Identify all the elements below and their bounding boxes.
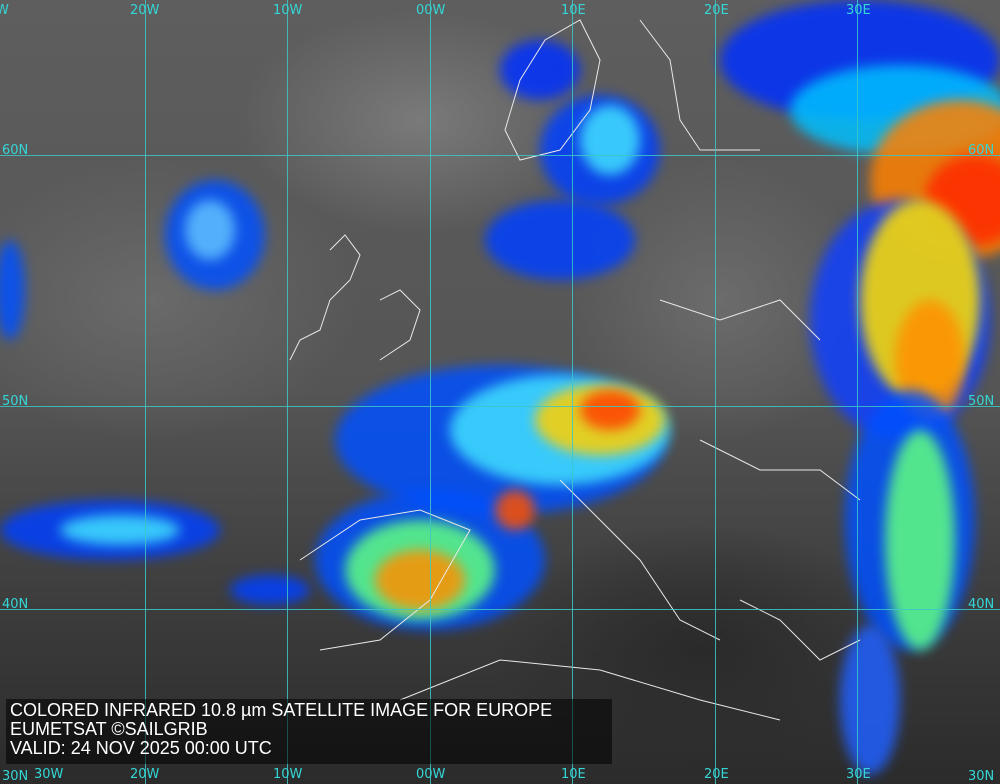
cloud-patch: [885, 430, 955, 650]
parallel-50n: [0, 406, 1000, 407]
lat-label-left: 50N: [2, 394, 29, 409]
cloud-patch: [580, 390, 640, 430]
lat-label-left: 30N: [2, 769, 29, 784]
lon-label-top: 10E: [561, 3, 586, 18]
cloud-patch: [500, 40, 580, 100]
cloud-patch: [375, 550, 465, 610]
lat-label-right: 50N: [968, 394, 995, 409]
lon-label-top: 30E: [846, 3, 871, 18]
caption-valid-time: VALID: 24 NOV 2025 00:00 UTC: [10, 738, 272, 758]
cloud-patch: [230, 575, 310, 605]
caption-title: COLORED INFRARED 10.8 µm SATELLITE IMAGE…: [10, 700, 553, 720]
lon-label-bottom: 20W: [130, 767, 160, 782]
cloud-patch: [0, 240, 25, 340]
lon-label-top: 20W: [130, 3, 160, 18]
cloud-patch: [495, 490, 535, 530]
lat-label-right: 40N: [968, 597, 995, 612]
lon-label-top: 10W: [273, 3, 303, 18]
lon-label-top: W: [0, 3, 9, 18]
lat-label-left: 40N: [2, 597, 29, 612]
cloud-patch: [485, 200, 635, 280]
meridian-0: [430, 0, 431, 784]
image-caption: COLORED INFRARED 10.8 µm SATELLITE IMAGE…: [6, 699, 612, 764]
meridian-10e: [572, 0, 573, 784]
lat-label-left: 60N: [2, 143, 29, 158]
lon-label-bottom: 30W: [34, 767, 64, 782]
lon-label-bottom: 00W: [416, 767, 446, 782]
lon-label-bottom: 20E: [704, 767, 729, 782]
lat-label-right: 30N: [968, 769, 995, 784]
cloud-patch: [185, 200, 235, 260]
lon-label-bottom: 30E: [846, 767, 871, 782]
lon-label-top: 20E: [704, 3, 729, 18]
lat-label-right: 60N: [968, 143, 995, 158]
meridian-10w: [287, 0, 288, 784]
cloud-patch: [840, 625, 900, 775]
meridian-20e: [715, 0, 716, 784]
lon-label-bottom: 10E: [561, 767, 586, 782]
lon-label-top: 00W: [416, 3, 446, 18]
cloud-patch: [60, 515, 180, 545]
lon-label-bottom: 10W: [273, 767, 303, 782]
cloud-patch: [580, 105, 640, 175]
caption-source: EUMETSAT ©SAILGRIB: [10, 719, 208, 739]
parallel-60n: [0, 155, 1000, 156]
meridian-20w: [145, 0, 146, 784]
meridian-30e: [857, 0, 858, 784]
parallel-40n: [0, 609, 1000, 610]
